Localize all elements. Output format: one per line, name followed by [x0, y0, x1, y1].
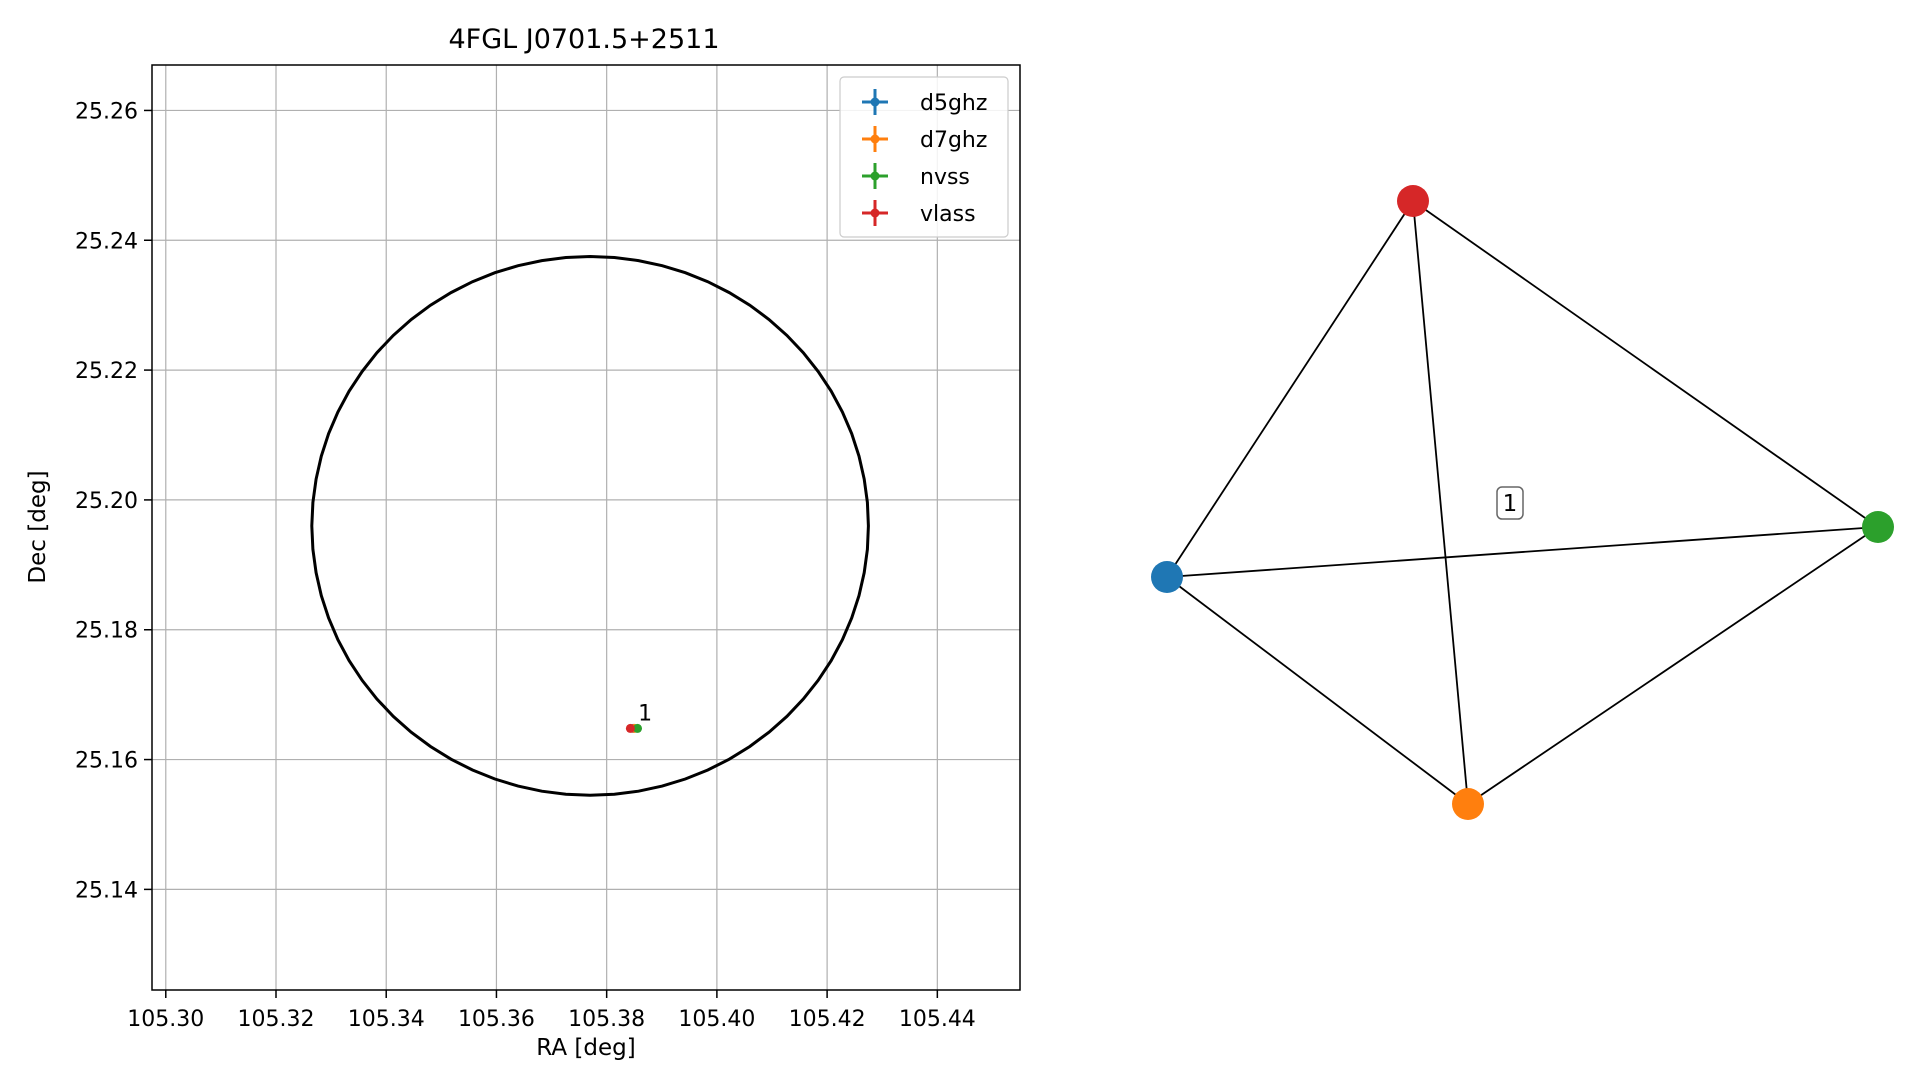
- graph-edges: [1166, 200, 1879, 805]
- graph-panel: 1: [1151, 185, 1894, 820]
- x-axis-ticks: 105.30 105.32 105.34 105.36 105.38 105.40 105.…: [127, 990, 976, 1032]
- point-vlass: [625, 723, 635, 733]
- y-axis-ticks: 25.14 25.16 25.18 25.20 25.22 25.24 25.26: [75, 99, 152, 903]
- legend-marker-dot: [870, 97, 880, 107]
- point-annotation: 1: [638, 702, 652, 727]
- cluster-label-frame: [1496, 486, 1524, 520]
- edge-vlass-nvss: [1412, 200, 1879, 528]
- node-d5ghz: [1151, 561, 1183, 593]
- legend-label-vlass: vlass: [920, 202, 976, 227]
- x-tick-label: 105.32: [238, 1007, 315, 1032]
- x-tick-label: 105.36: [458, 1007, 535, 1032]
- y-tick-label: 25.22: [75, 359, 138, 384]
- plot-frame: [151, 64, 1021, 991]
- grid-lines: [152, 65, 1020, 990]
- annotations: 1: [638, 702, 652, 727]
- y-tick-label: 25.18: [75, 619, 138, 644]
- node-vlass: [1397, 185, 1429, 217]
- x-tick-label: 105.42: [789, 1007, 866, 1032]
- cluster-label: 1: [1503, 491, 1518, 517]
- x-tick-label: 105.44: [899, 1007, 976, 1032]
- legend-label-d7ghz: d7ghz: [920, 128, 987, 153]
- edge-vlass-d5ghz: [1166, 200, 1414, 578]
- legend-frame: [839, 76, 1009, 238]
- legend-marker-dot: [870, 208, 880, 218]
- node-d7ghz: [1452, 788, 1484, 820]
- y-tick-label: 25.16: [75, 749, 138, 774]
- y-axis-label: Dec [deg]: [25, 470, 51, 583]
- edge-d5ghz-nvss: [1166, 526, 1879, 578]
- legend-label-nvss: nvss: [920, 165, 970, 190]
- data-points: [625, 723, 643, 733]
- x-tick-label: 105.40: [678, 1007, 755, 1032]
- edge-d5ghz-d7ghz: [1166, 576, 1469, 805]
- y-tick-label: 25.24: [75, 229, 138, 254]
- legend-marker-dot: [870, 134, 880, 144]
- y-tick-label: 25.26: [75, 99, 138, 124]
- x-tick-label: 105.34: [348, 1007, 425, 1032]
- y-tick-label: 25.20: [75, 489, 138, 514]
- legend-marker-dot: [870, 171, 880, 181]
- scatter-panel: 4FGL J0701.5+2511 1 105.30 105.32 105.34 10…: [25, 24, 1021, 1061]
- x-tick-label: 105.30: [127, 1007, 204, 1032]
- legend-label-d5ghz: d5ghz: [920, 91, 987, 116]
- edge-vlass-d7ghz: [1412, 200, 1469, 805]
- cluster-label-box: 1: [1496, 486, 1524, 520]
- x-tick-label: 105.38: [568, 1007, 645, 1032]
- error-ellipse: [310, 254, 870, 797]
- graph-nodes: [1151, 185, 1894, 820]
- legend: d5ghz d7ghz nvss vlass: [839, 76, 1009, 238]
- edge-d7ghz-nvss: [1467, 526, 1879, 805]
- node-nvss: [1862, 511, 1894, 543]
- x-axis-label: RA [deg]: [536, 1035, 635, 1061]
- point-nvss: [633, 723, 643, 733]
- y-tick-label: 25.14: [75, 878, 138, 903]
- chart-title: 4FGL J0701.5+2511: [448, 24, 719, 55]
